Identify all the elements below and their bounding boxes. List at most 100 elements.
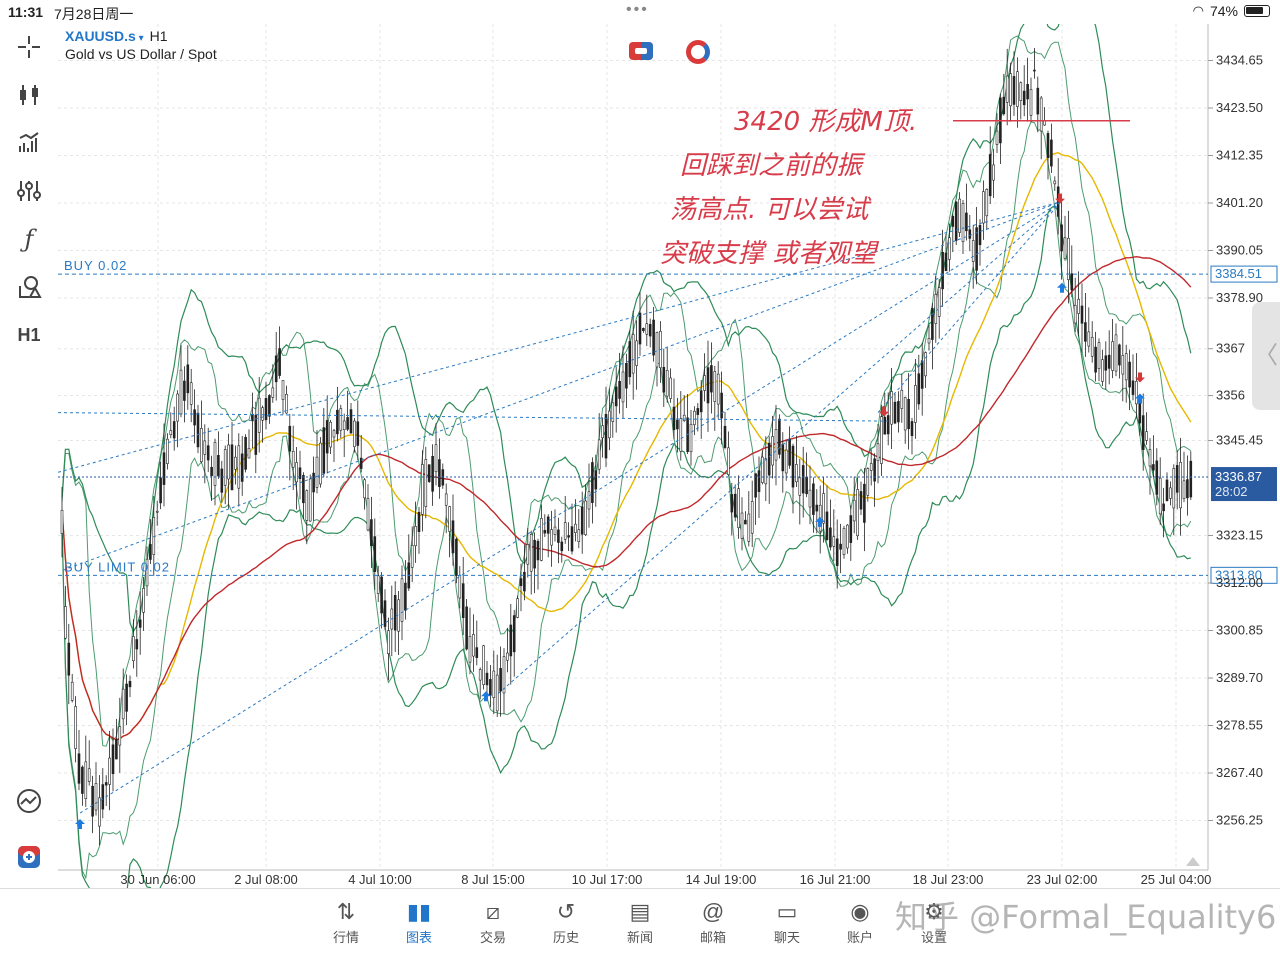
nav-account[interactable]: ◉ 账户 [830,897,890,946]
buy-order-label: BUY 0.02 [64,258,127,273]
candle-body [842,528,846,555]
candle-body [924,352,927,377]
market-watch-icon[interactable] [12,784,46,818]
candle-body [356,421,360,446]
function-icon[interactable]: ƒ [24,225,34,253]
moving-average-slow [61,255,1192,741]
nav-quotes[interactable]: ⇅ 行情 [316,897,376,946]
candle-body [744,519,747,525]
depth-of-market-icon[interactable] [686,40,710,64]
nav-chat[interactable]: ▭ 聊天 [757,897,817,946]
candle-body [200,428,203,463]
candle-body [1063,237,1067,259]
time-label: 18 Jul 23:00 [913,872,984,887]
candle-body [852,499,856,522]
status-bar: 11:31 7月28日周一 ••• ◠ 74% [0,0,1280,24]
candle-body [982,191,985,224]
candle-body [77,753,81,784]
candle-body [329,421,332,448]
crosshair-icon[interactable] [12,30,46,64]
candle-body [332,430,336,438]
candle-body [635,340,638,366]
nav-settings[interactable]: ⚙ 设置 [904,897,964,946]
shapes-icon[interactable] [12,270,46,304]
nav-mail[interactable]: @ 邮箱 [683,897,743,946]
candle-body [166,438,169,464]
candle-body [118,726,122,746]
candle-body [220,468,224,493]
candle-body [594,470,598,490]
symbol-timeframe: H1 [149,28,168,44]
symbol-title[interactable]: XAUUSD.s ▾ H1 [65,28,168,44]
current-price-value: 3336.87 [1215,469,1262,484]
candle-body [750,501,754,534]
candle-body [87,768,91,782]
candle-body [825,511,829,540]
candle-body [859,491,863,510]
candle-body [747,513,751,542]
timeframe-button[interactable]: H1 [17,324,41,345]
candle-body [798,477,802,496]
side-panel-handle[interactable]: 〈 [1252,302,1280,410]
candle-body [84,761,88,799]
multitask-dots-icon[interactable]: ••• [626,1,649,18]
trendline [877,201,1062,413]
nav-news[interactable]: ▤ 新闻 [610,897,670,946]
candle-body [125,683,128,712]
trendline [62,201,1062,571]
candle-body [570,526,574,552]
one-click-trade-icon[interactable] [629,42,653,60]
candle-body [349,409,353,434]
candle-body [1175,465,1179,493]
candle-body [771,436,774,466]
candle-body [948,237,951,260]
price-chart[interactable]: BUY 0.02 BUY LIMIT 0.02 3384.51 3313.80 3336… [58,24,1280,888]
candle-body [621,371,625,403]
candle-body [1172,468,1176,509]
trade-quick-icon[interactable] [12,840,46,874]
nav-chart[interactable]: ▮▮ 图表 [389,897,449,946]
candle-body [104,782,108,786]
candle-body [822,493,825,524]
candle-body [1012,76,1016,105]
candle-body [465,606,468,650]
buy-arrow-icon [481,691,491,702]
candle-body [448,506,451,532]
candle-body [679,418,683,452]
current-price-tag [1211,467,1277,502]
candle-body [217,455,220,477]
candle-body [404,582,407,611]
nav-label: 账户 [846,930,873,945]
candle-body [1131,380,1135,395]
chart-area[interactable]: BUY 0.02 BUY LIMIT 0.02 3384.51 3313.80 3336… [58,24,1280,888]
candle-body [1080,305,1084,324]
candle-body [689,423,693,453]
trendline [79,201,1062,814]
candle-body [193,409,196,426]
candle-body [1104,355,1108,371]
candle-body [1077,298,1080,314]
nav-history[interactable]: ↺ 历史 [536,897,596,946]
candle-body [278,348,281,376]
candle-body [642,328,645,331]
candlestick-icon[interactable] [12,78,46,112]
candle-body [587,491,591,510]
candle-body [1009,73,1012,107]
candle-body [614,386,618,407]
candle-body [458,575,462,599]
candle-body [846,524,849,549]
candle-body [893,401,897,424]
candle-body [281,380,285,400]
indicators-icon[interactable] [12,126,46,160]
candle-body [237,445,241,489]
nav-label: 历史 [552,930,579,945]
candle-body [778,418,781,455]
candle-body [910,421,914,437]
candle-body [740,512,744,539]
nav-trade[interactable]: ⧄ 交易 [463,897,523,946]
candle-body [81,766,84,794]
candle-body [754,473,757,498]
settings-sliders-icon[interactable] [12,174,46,208]
candle-body [519,578,523,587]
candle-body [529,533,533,572]
